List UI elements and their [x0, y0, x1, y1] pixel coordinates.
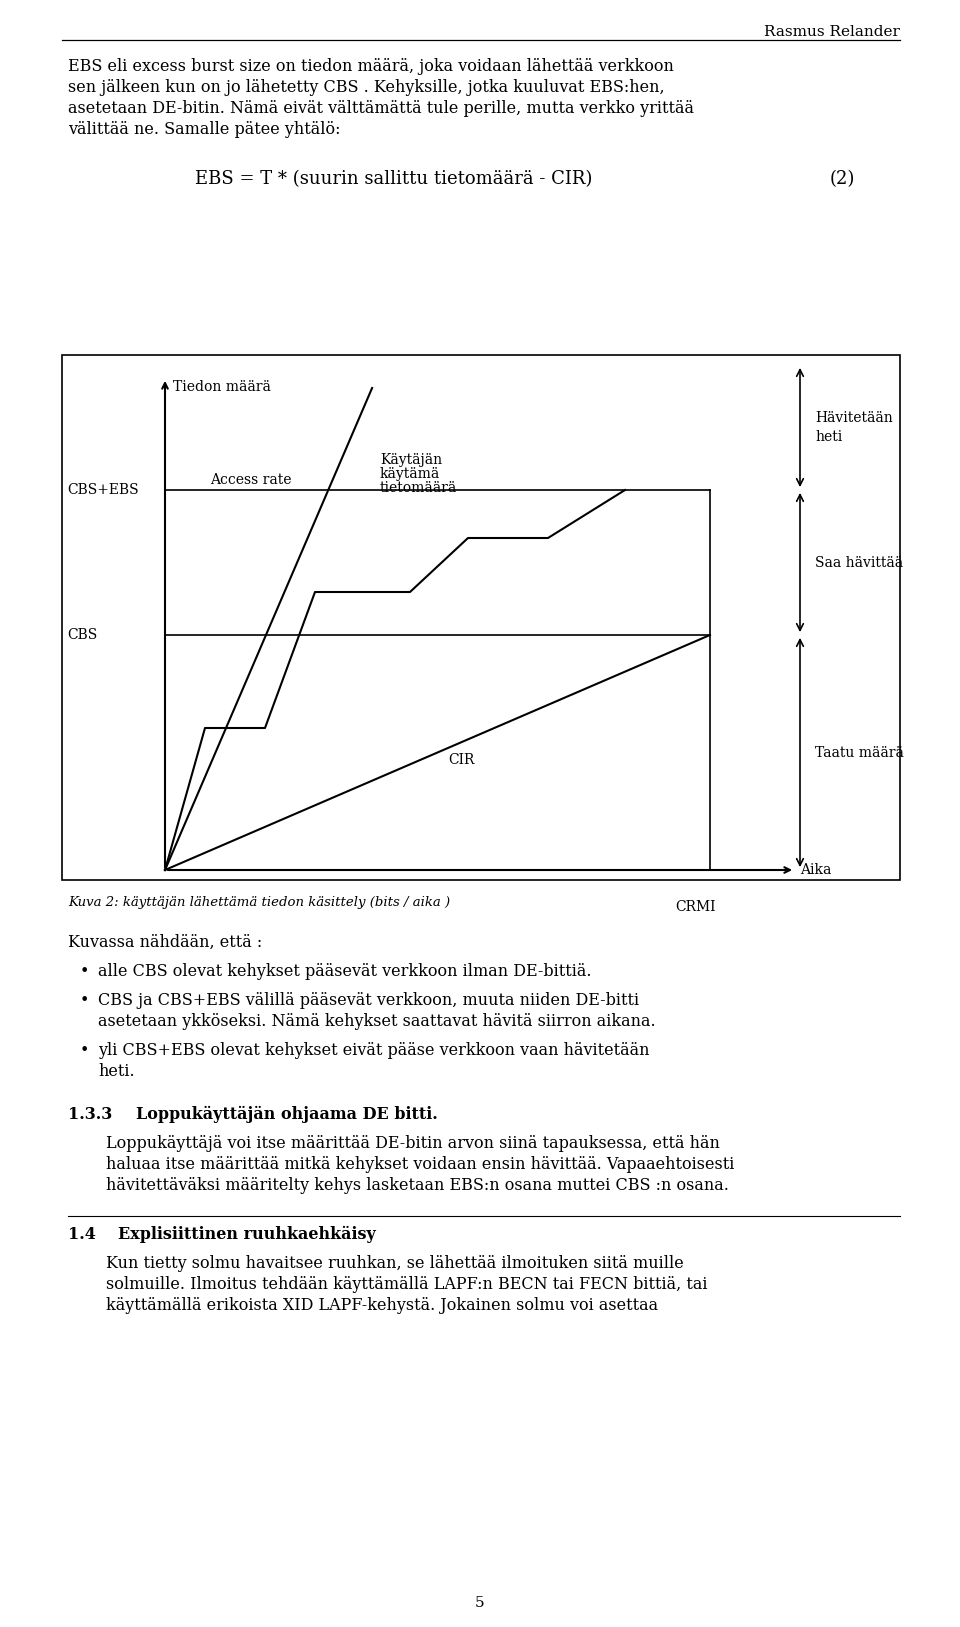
- Text: Explisiittinen ruuhkaehkäisy: Explisiittinen ruuhkaehkäisy: [118, 1227, 375, 1243]
- Text: sen jälkeen kun on jo lähetetty CBS . Kehyksille, jotka kuuluvat EBS:hen,: sen jälkeen kun on jo lähetetty CBS . Ke…: [68, 80, 664, 96]
- Text: asetetaan ykköseksi. Nämä kehykset saattavat hävitä siirron aikana.: asetetaan ykköseksi. Nämä kehykset saatt…: [98, 1014, 656, 1030]
- Text: käyttämällä erikoista XID LAPF-kehystä. Jokainen solmu voi asettaa: käyttämällä erikoista XID LAPF-kehystä. …: [106, 1297, 659, 1315]
- Text: solmuille. Ilmoitus tehdään käyttämällä LAPF:n BECN tai FECN bittiä, tai: solmuille. Ilmoitus tehdään käyttämällä …: [106, 1276, 708, 1293]
- Text: Saa hävittää: Saa hävittää: [815, 555, 903, 569]
- Text: hävitettäväksi määritelty kehys lasketaan EBS:n osana muttei CBS :n osana.: hävitettäväksi määritelty kehys lasketaa…: [106, 1176, 729, 1194]
- Text: haluaa itse määrittää mitkä kehykset voidaan ensin hävittää. Vapaaehtoisesti: haluaa itse määrittää mitkä kehykset voi…: [106, 1157, 734, 1173]
- Text: •: •: [80, 992, 89, 1009]
- Text: Access rate: Access rate: [210, 473, 292, 486]
- Text: CBS+EBS: CBS+EBS: [67, 483, 138, 496]
- Text: asetetaan DE-bitin. Nämä eivät välttämättä tule perille, mutta verkko yrittää: asetetaan DE-bitin. Nämä eivät välttämät…: [68, 99, 694, 117]
- Text: (2): (2): [830, 169, 855, 189]
- Text: CBS: CBS: [67, 628, 97, 643]
- Text: CRMI: CRMI: [675, 900, 715, 914]
- Text: •: •: [80, 963, 89, 979]
- Text: Käytäjän: Käytäjän: [380, 452, 443, 467]
- Text: heti.: heti.: [98, 1062, 134, 1080]
- Bar: [62, 355, 900, 880]
- Text: CBS ja CBS+EBS välillä pääsevät verkkoon, muuta niiden DE-bitti: CBS ja CBS+EBS välillä pääsevät verkkoon…: [98, 992, 639, 1009]
- Text: tietomäärä: tietomäärä: [380, 482, 457, 495]
- Text: Kun tietty solmu havaitsee ruuhkan, se lähettää ilmoituken siitä muille: Kun tietty solmu havaitsee ruuhkan, se l…: [106, 1254, 684, 1272]
- Text: 1.4: 1.4: [68, 1227, 96, 1243]
- Text: Tiedon määrä: Tiedon määrä: [173, 381, 271, 394]
- Text: •: •: [80, 1041, 89, 1059]
- Text: yli CBS+EBS olevat kehykset eivät pääse verkkoon vaan hävitetään: yli CBS+EBS olevat kehykset eivät pääse …: [98, 1041, 650, 1059]
- Text: Kuvassa nähdään, että :: Kuvassa nähdään, että :: [68, 934, 262, 952]
- Text: Taatu määrä: Taatu määrä: [815, 745, 904, 760]
- Text: EBS = T * (suurin sallittu tietomäärä - CIR): EBS = T * (suurin sallittu tietomäärä - …: [195, 169, 592, 189]
- Text: Hävitetään
heti: Hävitetään heti: [815, 412, 893, 444]
- Text: CIR: CIR: [448, 753, 475, 766]
- Text: 5: 5: [475, 1596, 485, 1611]
- Text: EBS eli excess burst size on tiedon määrä, joka voidaan lähettää verkkoon: EBS eli excess burst size on tiedon määr…: [68, 59, 674, 75]
- Text: Loppukäyttäjä voi itse määrittää DE-bitin arvon siinä tapauksessa, että hän: Loppukäyttäjä voi itse määrittää DE-biti…: [106, 1136, 720, 1152]
- Text: alle CBS olevat kehykset pääsevät verkkoon ilman DE-bittiä.: alle CBS olevat kehykset pääsevät verkko…: [98, 963, 591, 979]
- Text: käytämä: käytämä: [380, 467, 441, 482]
- Text: 1.3.3: 1.3.3: [68, 1106, 112, 1123]
- Text: välittää ne. Samalle pätee yhtälö:: välittää ne. Samalle pätee yhtälö:: [68, 120, 341, 138]
- Text: Rasmus Relander: Rasmus Relander: [764, 24, 900, 39]
- Text: Kuva 2: käyttäjän lähettämä tiedon käsittely (bits / aika ): Kuva 2: käyttäjän lähettämä tiedon käsit…: [68, 896, 450, 909]
- Text: Loppukäyttäjän ohjaama DE bitti.: Loppukäyttäjän ohjaama DE bitti.: [136, 1106, 438, 1123]
- Text: Aika: Aika: [800, 862, 831, 877]
